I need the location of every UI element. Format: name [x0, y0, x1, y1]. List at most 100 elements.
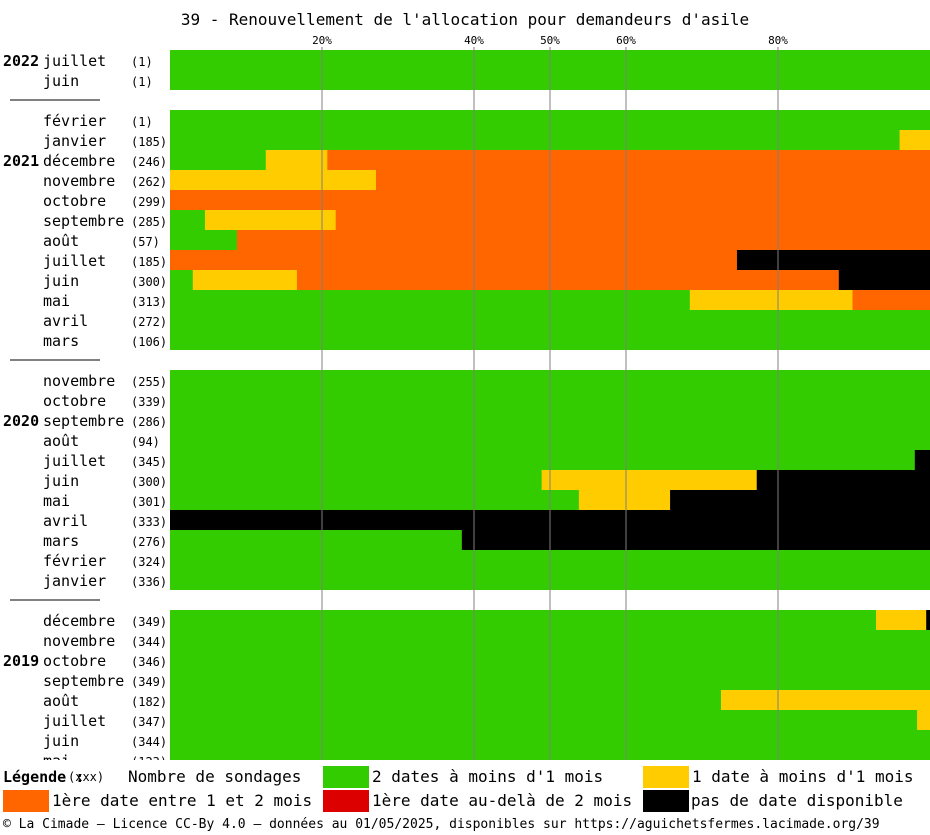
- month-label: septembre: [43, 672, 124, 690]
- bar-segment-green: [170, 230, 238, 250]
- bar-segment-black: [914, 450, 930, 470]
- month-label: novembre: [43, 632, 115, 650]
- year-label: 2021: [3, 152, 39, 170]
- month-label: novembre: [43, 172, 115, 190]
- legend-swatch-orange: [3, 790, 49, 812]
- count-label: (94): [131, 435, 160, 449]
- month-label: février: [43, 552, 106, 570]
- month-label: juin: [43, 472, 79, 490]
- year-label: 2019: [3, 652, 39, 670]
- count-label: (106): [131, 335, 167, 349]
- bar-segment-green: [170, 450, 916, 470]
- count-label: (255): [131, 375, 167, 389]
- count-label: (272): [131, 315, 167, 329]
- bar-segment-yellow: [192, 270, 298, 290]
- bar-segment-green: [170, 210, 206, 230]
- year-label: 2022: [3, 52, 39, 70]
- bar-segment-black: [670, 490, 930, 510]
- month-label: juillet: [43, 252, 106, 270]
- month-label: mars: [43, 332, 79, 350]
- legend-row-1: Légende : (xxx) Nombre de sondages 2 dat…: [0, 766, 930, 788]
- x-tick-label: 80%: [768, 34, 788, 47]
- month-label: février: [43, 112, 106, 130]
- bar-segment-black: [756, 470, 930, 490]
- bar-segment-yellow: [204, 210, 337, 230]
- x-tick-label: 20%: [312, 34, 332, 47]
- month-label: mai: [43, 492, 70, 510]
- bar-segment-yellow: [876, 610, 927, 630]
- count-label: (276): [131, 535, 167, 549]
- count-label: (339): [131, 395, 167, 409]
- legend-swatch-yellow: [643, 766, 689, 788]
- count-label: (313): [131, 295, 167, 309]
- bar-segment-orange: [170, 250, 738, 270]
- month-label: octobre: [43, 192, 106, 210]
- bar-segment-orange: [335, 210, 930, 230]
- month-label: octobre: [43, 652, 106, 670]
- bar-segment-green: [170, 690, 722, 710]
- bar-segment-orange: [327, 150, 930, 170]
- month-label: septembre: [43, 412, 124, 430]
- count-label: (346): [131, 655, 167, 669]
- month-label: août: [43, 692, 79, 710]
- bar-segment-yellow: [265, 150, 328, 170]
- count-label: (182): [131, 695, 167, 709]
- month-label: janvier: [43, 132, 106, 150]
- bar-segment-yellow: [899, 130, 930, 150]
- bar-segment-green: [170, 470, 543, 490]
- month-label: juillet: [43, 52, 106, 70]
- count-label: (344): [131, 635, 167, 649]
- count-label: (1): [131, 115, 153, 129]
- count-label: (1): [131, 75, 153, 89]
- month-label: juin: [43, 272, 79, 290]
- bar-segment-yellow: [541, 470, 758, 490]
- count-label: (324): [131, 555, 167, 569]
- month-label: octobre: [43, 392, 106, 410]
- month-label: août: [43, 432, 79, 450]
- month-label: juillet: [43, 452, 106, 470]
- bar-segment-yellow: [170, 170, 377, 190]
- count-label: (185): [131, 255, 167, 269]
- legend-label-yellow: 1 date à moins d'1 mois: [692, 767, 914, 786]
- month-label: mai: [43, 292, 70, 310]
- count-label: (349): [131, 675, 167, 689]
- x-tick-label: 60%: [616, 34, 636, 47]
- chart-area: 39 - Renouvellement de l'allocation pour…: [3, 10, 930, 760]
- footer-credits: © La Cimade – Licence CC-By 4.0 – donnée…: [3, 817, 880, 832]
- legend-count-label: Nombre de sondages: [128, 767, 302, 786]
- x-tick-label: 50%: [540, 34, 560, 47]
- bar-segment-green: [170, 490, 580, 510]
- month-label: janvier: [43, 572, 106, 590]
- bar-segment-green: [170, 610, 877, 630]
- count-label: (299): [131, 195, 167, 209]
- count-label: (1): [131, 55, 153, 69]
- month-label: novembre: [43, 372, 115, 390]
- month-label: juin: [43, 732, 79, 750]
- month-label: mars: [43, 532, 79, 550]
- bar-segment-yellow: [578, 490, 671, 510]
- legend-swatch-black: [643, 790, 689, 812]
- count-label: (246): [131, 155, 167, 169]
- legend-label-green: 2 dates à moins d'1 mois: [372, 767, 604, 786]
- month-label: août: [43, 232, 79, 250]
- month-label: juin: [43, 72, 79, 90]
- month-label: mai: [43, 752, 70, 760]
- legend-label-orange: 1ère date entre 1 et 2 mois: [52, 791, 313, 810]
- legend-swatch-green: [323, 766, 369, 788]
- legend-row-2: 1ère date entre 1 et 2 mois 1ère date au…: [0, 790, 930, 812]
- bar-segment-green: [170, 710, 918, 730]
- bar-segment-yellow: [689, 290, 853, 310]
- year-label: 2020: [3, 412, 39, 430]
- bar-segment-green: [170, 150, 267, 170]
- count-label: (333): [131, 515, 167, 529]
- month-label: juillet: [43, 712, 106, 730]
- bar-segment-green: [170, 130, 900, 150]
- bar-segment-black: [926, 610, 930, 630]
- bar-segment-black: [461, 530, 930, 550]
- bar-segment-orange: [852, 290, 930, 310]
- legend-swatch-red: [323, 790, 369, 812]
- bar-segment-orange: [296, 270, 840, 290]
- count-label: (347): [131, 715, 167, 729]
- bar-segment-green: [170, 270, 194, 290]
- chart-title: 39 - Renouvellement de l'allocation pour…: [181, 10, 749, 29]
